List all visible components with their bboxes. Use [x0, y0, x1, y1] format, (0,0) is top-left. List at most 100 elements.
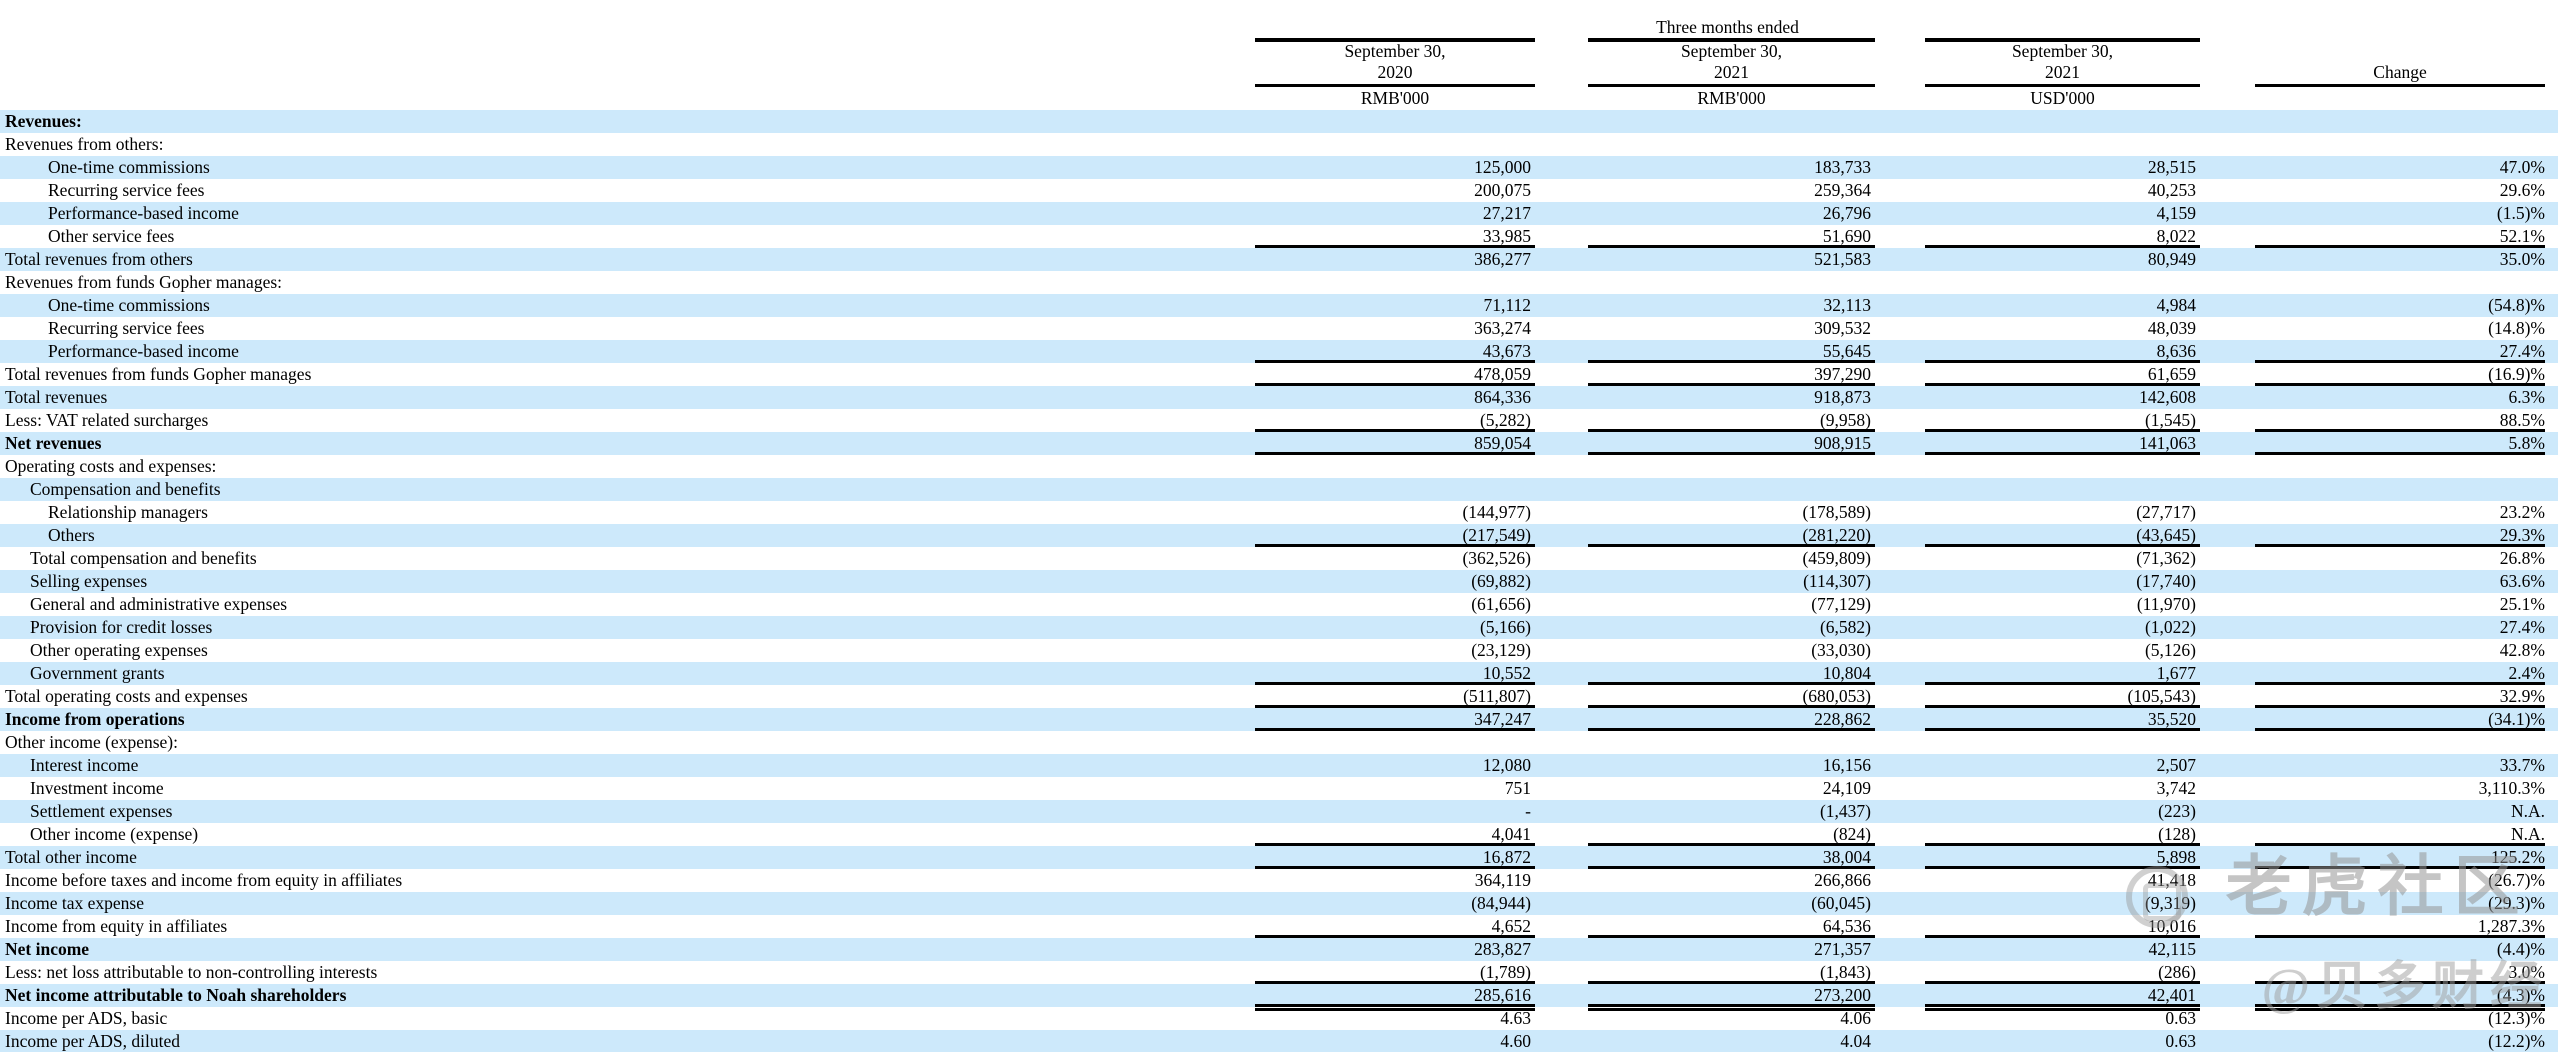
cell-sep2021-usd: (9,319): [2144, 893, 2196, 913]
cell-change: [2255, 110, 2545, 133]
cell-sep2020-rmb: 285,616: [1255, 984, 1535, 1011]
cell-sep2020-rmb: 10,552: [1255, 662, 1535, 685]
cell-sep2021-rmb: 521,583: [1814, 249, 1871, 269]
column-header-2021-usd: September 30, 2021: [1925, 41, 2200, 87]
row-label: Revenues from others:: [5, 134, 164, 154]
cell-sep2020-rmb: (511,807): [1255, 685, 1535, 708]
cell-sep2020-rmb: 864,336: [1474, 387, 1531, 407]
change-label: Change: [2373, 62, 2427, 82]
cell-sep2020-rmb: (23,129): [1471, 640, 1531, 660]
column-header-2021-rmb: September 30, 2021: [1588, 41, 1875, 87]
cell-sep2021-rmb: [1588, 731, 1875, 754]
cell-sep2020-rmb: 478,059: [1255, 363, 1535, 386]
cell-sep2021-rmb: (9,958): [1588, 409, 1875, 432]
cell-change: 35.0%: [2499, 249, 2545, 269]
cell-change: 27.4%: [2499, 617, 2545, 637]
cell-sep2021-usd: [1925, 478, 2200, 501]
cell-sep2021-usd: 10,016: [1925, 915, 2200, 938]
column-header-change: Change: [2255, 42, 2545, 87]
row-label: Interest income: [30, 755, 139, 775]
cell-sep2020-rmb: 283,827: [1474, 939, 1531, 959]
cell-change: 63.6%: [2499, 571, 2545, 591]
row-label: Selling expenses: [30, 571, 148, 591]
cell-sep2020-rmb: (217,549): [1255, 524, 1535, 547]
cell-sep2020-rmb: 751: [1504, 778, 1531, 798]
cell-sep2021-usd: (223): [2158, 801, 2196, 821]
table-row: Compensation and benefits: [0, 478, 2558, 501]
table-row: Revenues:: [0, 110, 2558, 133]
unit-label-2020: RMB'000: [1360, 88, 1430, 108]
cell-sep2020-rmb: 4,652: [1255, 915, 1535, 938]
cell-sep2021-usd: 141,063: [1925, 432, 2200, 455]
cell-sep2021-usd: 28,515: [2147, 157, 2196, 177]
row-label: Revenues:: [5, 111, 82, 131]
cell-change: 3.0%: [2255, 961, 2545, 984]
cell-sep2021-rmb: 16,156: [1822, 755, 1871, 775]
cell-sep2021-usd: 35,520: [1925, 708, 2200, 731]
cell-sep2021-rmb: 273,200: [1588, 984, 1875, 1011]
cell-sep2020-rmb: 859,054: [1255, 432, 1535, 455]
cell-sep2020-rmb: (362,526): [1462, 548, 1531, 568]
table-row: Performance-based income 27,217 26,796 4,15…: [0, 202, 2558, 225]
cell-change: 6.3%: [2508, 387, 2545, 407]
cell-change: (1.5)%: [2496, 203, 2545, 223]
table-row: Less: VAT related surcharges (5,282) (9,95…: [0, 409, 2558, 432]
table-row: Income from operations 347,247 228,862 35,5…: [0, 708, 2558, 731]
cell-sep2021-usd: 80,949: [2147, 249, 2196, 269]
cell-change: (16.9)%: [2255, 363, 2545, 386]
cell-change: (14.8)%: [2488, 318, 2545, 338]
cell-sep2021-usd: 42,115: [2148, 939, 2196, 959]
column-header-2020: September 30, 2020: [1255, 41, 1535, 87]
table-row: Net income attributable to Noah sharehol…: [0, 984, 2558, 1011]
table-row: Provision for credit losses (5,166) (6,582…: [0, 616, 2558, 639]
cell-change: (29.3)%: [2488, 893, 2545, 913]
row-label: One-time commissions: [48, 295, 210, 315]
row-label: Other operating expenses: [30, 640, 208, 660]
row-label: Total revenues from others: [5, 249, 193, 269]
cell-sep2020-rmb: (61,656): [1471, 594, 1531, 614]
cell-sep2020-rmb: 386,277: [1474, 249, 1531, 269]
table-row: Total other income 16,872 38,004 5,898 125.2…: [0, 846, 2558, 869]
row-label: Performance-based income: [48, 203, 239, 223]
table-row: Government grants 10,552 10,804 1,677 2.4%: [0, 662, 2558, 685]
row-label: Recurring service fees: [48, 318, 205, 338]
cell-sep2021-usd: (105,543): [1925, 685, 2200, 708]
table-row: Other income (expense) 4,041 (824) (128) N.A…: [0, 823, 2558, 846]
cell-sep2021-rmb: 38,004: [1588, 846, 1875, 869]
table-row: Total revenues 864,336 918,873 142,608 6.3%: [0, 386, 2558, 409]
cell-sep2021-usd: 40,253: [2147, 180, 2196, 200]
row-label: One-time commissions: [48, 157, 210, 177]
cell-sep2020-rmb: (5,282): [1255, 409, 1535, 432]
cell-change: 27.4%: [2255, 340, 2545, 363]
header-spacer: [0, 0, 1255, 42]
row-label: Net revenues: [5, 433, 102, 453]
row-label: Income tax expense: [5, 893, 144, 913]
cell-sep2021-rmb: 309,532: [1814, 318, 1871, 338]
cell-sep2020-rmb: 43,673: [1255, 340, 1535, 363]
table-row: Income before taxes and income from equi…: [0, 869, 2558, 892]
row-label: Relationship managers: [48, 502, 208, 522]
table-header-group-row: Three months ended: [0, 0, 2558, 42]
cell-sep2021-rmb: 32,113: [1823, 295, 1871, 315]
cell-change: [2255, 271, 2545, 294]
cell-change: (4.3)%: [2255, 984, 2545, 1011]
row-label: Other service fees: [48, 226, 175, 246]
cell-sep2021-rmb: (281,220): [1588, 524, 1875, 547]
cell-sep2021-usd: 8,022: [1925, 225, 2200, 248]
row-label: Provision for credit losses: [30, 617, 213, 637]
column-date-line2: 2021: [2045, 62, 2080, 82]
table-row: Income per ADS, basic 4.63 4.06 0.63 (12.3)%: [0, 1007, 2558, 1030]
header-spacer: [0, 87, 1255, 110]
cell-sep2021-usd: 61,659: [1925, 363, 2200, 386]
cell-sep2020-rmb: (5,166): [1479, 617, 1531, 637]
row-label: Income per ADS, basic: [5, 1008, 168, 1028]
period-group-title: Three months ended: [1656, 17, 1799, 37]
table-row: Recurring service fees 200,075 259,364 40,2…: [0, 179, 2558, 202]
cell-sep2021-rmb: 228,862: [1588, 708, 1875, 731]
cell-sep2021-usd: (71,362): [2136, 548, 2196, 568]
cell-sep2021-usd: [1925, 731, 2200, 754]
table-row: Total revenues from others 386,277 521,583…: [0, 248, 2558, 271]
cell-sep2020-rmb: [1255, 731, 1535, 754]
cell-sep2020-rmb: 16,872: [1255, 846, 1535, 869]
cell-sep2021-rmb: (6,582): [1819, 617, 1871, 637]
